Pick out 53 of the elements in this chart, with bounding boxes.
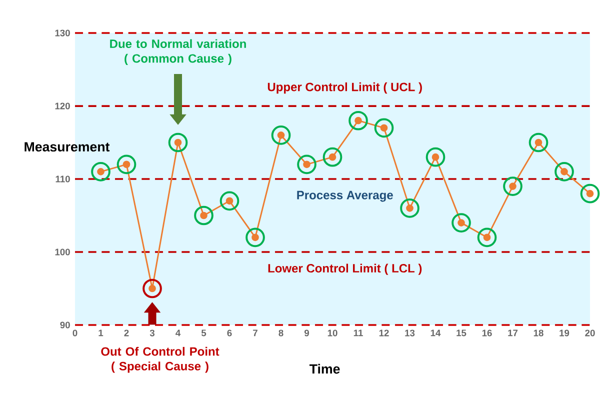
point — [116, 154, 136, 174]
y-tick-label: 120 — [55, 102, 70, 110]
x-tick-label: 4 — [176, 330, 181, 336]
x-tick-label: 8 — [278, 330, 284, 336]
point — [297, 154, 316, 174]
point — [477, 228, 497, 248]
annotation: Due to Normal variation ( Common Cause ) — [110, 39, 246, 66]
point — [400, 198, 420, 218]
x-tick-label: 19 — [560, 330, 570, 336]
point — [452, 213, 471, 232]
y-axis-title: Measurement — [24, 142, 110, 152]
text: Out Of Control Point ( Special Cause ) — [101, 346, 220, 373]
x-tick-label: 18 — [534, 330, 544, 336]
point — [426, 147, 446, 167]
ref-line-label: Lower Control Limit ( LCL ) — [268, 264, 422, 275]
point — [348, 110, 368, 130]
x-tick-label: 12 — [379, 330, 389, 336]
x-tick-label: 20 — [585, 330, 595, 336]
point — [503, 176, 522, 196]
point — [580, 184, 600, 204]
x-tick-label: 5 — [201, 330, 206, 336]
point — [554, 162, 574, 182]
y-tick-label: 110 — [56, 176, 70, 182]
x-tick-label: 15 — [456, 330, 466, 336]
point — [194, 206, 214, 226]
y-tick-label: 100 — [55, 248, 70, 256]
x-tick-label: 6 — [227, 330, 232, 336]
y-tick-label: 130 — [55, 30, 70, 36]
y-tick-label: 90 — [60, 322, 70, 328]
point — [374, 118, 394, 138]
x-tick-label: 13 — [405, 330, 415, 336]
x-tick-label: 16 — [482, 330, 492, 336]
point — [142, 278, 162, 298]
x-tick-label: 7 — [253, 330, 258, 336]
x-tick-label: 2 — [124, 330, 129, 336]
x-tick-label: 1 — [98, 330, 104, 336]
point — [246, 228, 265, 248]
x-tick-label: 11 — [354, 330, 363, 336]
point — [528, 132, 548, 152]
x-axis-title: Time — [309, 364, 340, 374]
point — [271, 126, 291, 145]
ref-line-label: Upper Control Limit ( UCL ) — [268, 82, 422, 94]
x-tick-label: 3 — [150, 330, 155, 336]
x-tick-label: 0 — [72, 330, 78, 336]
x-tick-label: 10 — [328, 330, 338, 336]
x-tick-label: 14 — [430, 330, 441, 336]
x-tick-label: 9 — [304, 330, 309, 336]
point — [220, 191, 240, 211]
ref-line-label: Process Average — [297, 190, 393, 202]
point — [91, 162, 110, 182]
x-tick-label: 17 — [508, 330, 518, 336]
point — [322, 147, 342, 167]
point — [168, 132, 188, 152]
